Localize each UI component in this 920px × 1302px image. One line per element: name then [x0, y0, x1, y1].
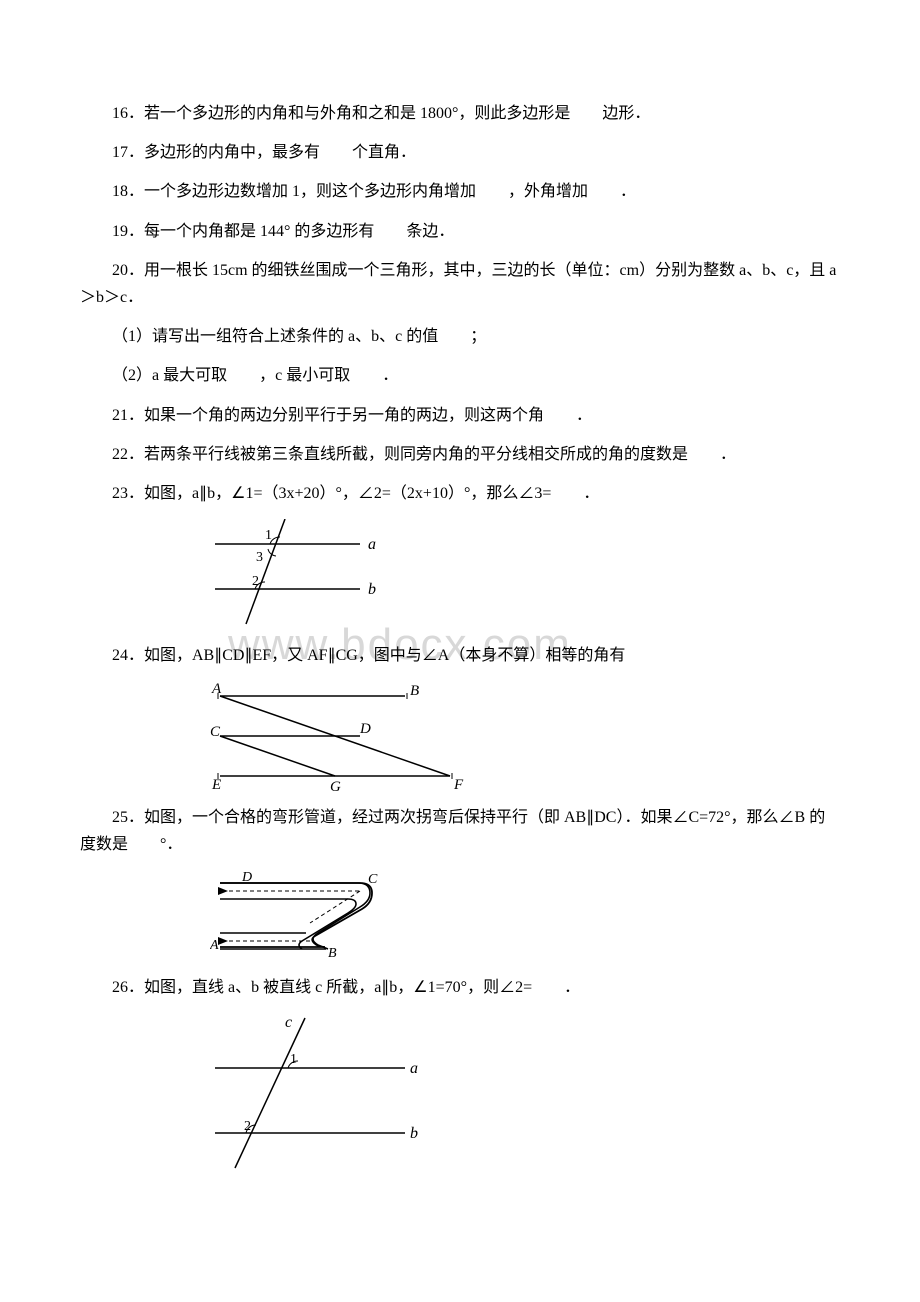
- svg-text:E: E: [211, 777, 221, 791]
- svg-text:a: a: [368, 536, 376, 553]
- q16-text: 16．若一个多边形的内角和与外角和之和是 1800°，则此多边形是 边形．: [80, 100, 840, 127]
- figure-q25: D C A B: [210, 871, 840, 966]
- q22-text: 22．若两条平行线被第三条直线所截，则同旁内角的平分线相交所成的角的度数是 ．: [80, 441, 840, 468]
- q19-text: 19．每一个内角都是 144° 的多边形有 条边．: [80, 218, 840, 245]
- svg-text:b: b: [410, 1125, 418, 1142]
- q25-text: 25．如图，一个合格的弯形管道，经过两次拐弯后保持平行（即 AB∥DC）．如果∠…: [80, 804, 840, 858]
- q18-text: 18．一个多边形边数增加 1，则这个多边形内角增加 ，外角增加 ．: [80, 178, 840, 205]
- svg-text:3: 3: [256, 550, 263, 565]
- svg-text:F: F: [453, 777, 464, 791]
- figure-q24: A B C D E G F: [210, 681, 840, 796]
- q20-2-text: （2）a 最大可取 ，c 最小可取 ．: [80, 362, 840, 389]
- svg-text:a: a: [410, 1060, 418, 1077]
- svg-text:G: G: [330, 779, 341, 791]
- svg-text:C: C: [368, 872, 378, 887]
- svg-text:B: B: [410, 683, 419, 699]
- figure-q26: c a b 1 2: [210, 1013, 840, 1178]
- q21-text: 21．如果一个角的两边分别平行于另一角的两边，则这两个角 ．: [80, 402, 840, 429]
- q17-text: 17．多边形的内角中，最多有 个直角．: [80, 139, 840, 166]
- q20-1-text: （1）请写出一组符合上述条件的 a、b、c 的值 ；: [80, 323, 840, 350]
- svg-text:c: c: [285, 1014, 292, 1031]
- svg-text:b: b: [368, 581, 376, 598]
- figure-q23: a b 1 3 2: [210, 519, 840, 634]
- q24-text: 24．如图，AB∥CD∥EF，又 AF∥CG，图中与∠A（本身不算）相等的角有: [80, 642, 840, 669]
- svg-text:D: D: [359, 721, 371, 737]
- q26-text: 26．如图，直线 a、b 被直线 c 所截，a∥b，∠1=70°，则∠2= ．: [80, 974, 840, 1001]
- svg-text:A: A: [211, 681, 222, 697]
- q23-text: 23．如图，a∥b，∠1=（3x+20）°，∠2=（2x+10）°，那么∠3= …: [80, 480, 840, 507]
- q20-text: 20．用一根长 15cm 的细铁丝围成一个三角形，其中，三边的长（单位：cm）分…: [80, 257, 840, 311]
- svg-text:B: B: [328, 946, 337, 961]
- svg-text:1: 1: [290, 1052, 297, 1067]
- svg-text:C: C: [210, 724, 221, 740]
- svg-text:A: A: [210, 938, 219, 953]
- svg-text:D: D: [241, 871, 252, 885]
- svg-text:1: 1: [265, 528, 272, 543]
